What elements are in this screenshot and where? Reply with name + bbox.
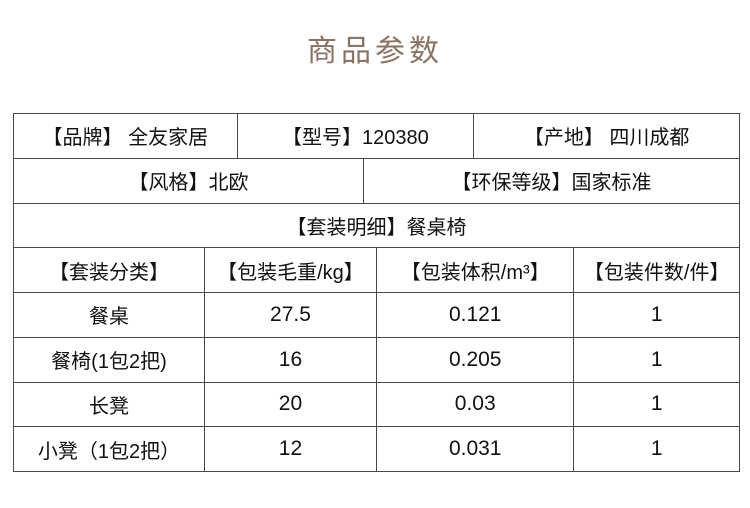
spec-category-cell: 餐桌 xyxy=(14,293,205,338)
spec-header-category: 【套装分类】 xyxy=(14,248,205,293)
page-title: 商品参数 xyxy=(307,35,443,68)
spec-row-dining-chair: 餐椅(1包2把) 16 0.205 1 xyxy=(14,337,740,383)
spec-row-small-stool: 小凳（1包2把） 12 0.031 1 xyxy=(14,427,740,472)
spec-row-dining-table: 餐桌 27.5 0.121 1 xyxy=(14,293,740,338)
spec-weight-cell: 12 xyxy=(204,427,377,472)
spec-volume-cell: 0.121 xyxy=(376,293,575,338)
set-detail-cell: 【套装明细】餐桌椅 xyxy=(14,203,740,249)
spec-category-cell: 餐椅(1包2把) xyxy=(14,337,205,383)
spec-weight-cell: 27.5 xyxy=(204,293,377,338)
spec-count-cell: 1 xyxy=(574,382,740,428)
spec-row-long-bench: 长凳 20 0.03 1 xyxy=(14,382,740,428)
spec-volume-cell: 0.031 xyxy=(376,427,575,472)
spec-category-cell: 长凳 xyxy=(14,382,205,428)
spec-header-package-count: 【包装件数/件】 xyxy=(574,248,740,293)
model-cell: 【型号】120380 xyxy=(237,114,475,159)
spec-weight-cell: 20 xyxy=(204,382,377,428)
origin-cell: 【产地】 四川成都 xyxy=(474,114,740,159)
spec-count-cell: 1 xyxy=(574,337,740,383)
spec-volume-cell: 0.205 xyxy=(376,337,575,383)
spec-weight-cell: 16 xyxy=(204,337,377,383)
spec-header-row: 【套装分类】 【包装毛重/kg】 【包装体积/m³】 【包装件数/件】 xyxy=(14,248,740,293)
spec-volume-cell: 0.03 xyxy=(376,382,575,428)
spec-header-gross-weight: 【包装毛重/kg】 xyxy=(204,248,377,293)
info-row-2: 【风格】北欧 【环保等级】国家标准 xyxy=(14,158,740,204)
parameters-table: 【品牌】 全友家居 【型号】120380 【产地】 四川成都 【风格】北欧 【环… xyxy=(13,113,740,472)
spec-header-volume: 【包装体积/m³】 xyxy=(376,248,575,293)
info-row-1: 【品牌】 全友家居 【型号】120380 【产地】 四川成都 xyxy=(14,114,740,159)
spec-count-cell: 1 xyxy=(574,427,740,472)
spec-category-cell: 小凳（1包2把） xyxy=(14,427,205,472)
spec-count-cell: 1 xyxy=(574,293,740,338)
eco-grade-cell: 【环保等级】国家标准 xyxy=(363,158,740,204)
style-cell: 【风格】北欧 xyxy=(14,158,364,204)
set-detail-row: 【套装明细】餐桌椅 xyxy=(14,203,740,249)
brand-cell: 【品牌】 全友家居 xyxy=(14,114,238,159)
